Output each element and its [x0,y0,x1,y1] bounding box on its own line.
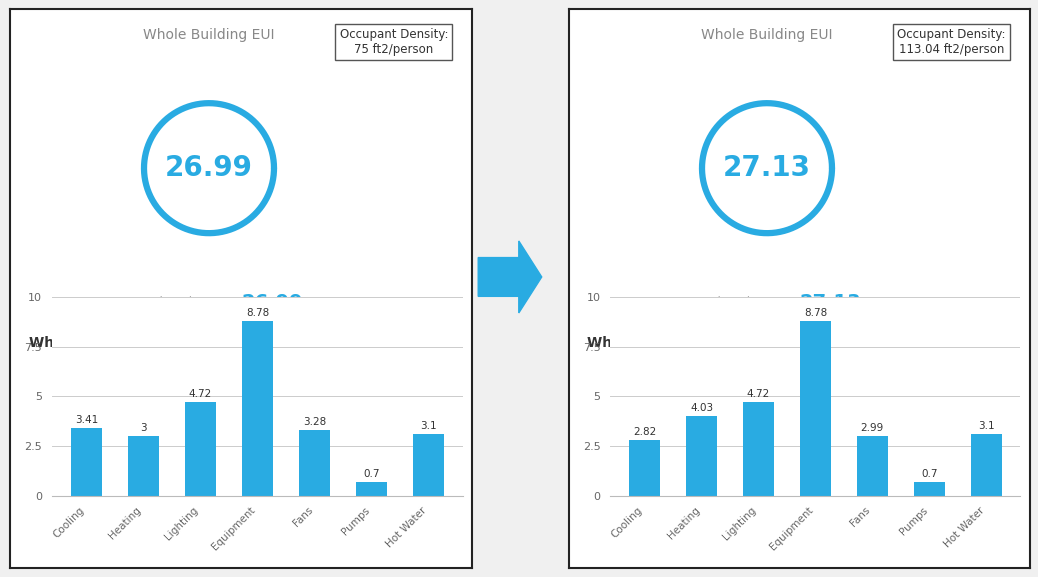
Text: 4.72: 4.72 [746,389,770,399]
Text: 0.7: 0.7 [363,469,380,479]
Text: 4.03: 4.03 [690,403,713,413]
Text: Whole Building EUI: Whole Building EUI [702,28,832,42]
Text: Education: Education [707,296,766,309]
Text: 8.78: 8.78 [803,308,827,318]
Text: Occupant Density:
113.04 ft2/person: Occupant Density: 113.04 ft2/person [897,28,1006,56]
Bar [185,402,216,496]
Bar [128,436,159,496]
Bar [686,415,717,496]
Text: 3: 3 [140,423,146,433]
Bar [856,436,887,496]
Text: 26.99: 26.99 [165,154,253,182]
Text: Whole Building EUI Breakdown: Whole Building EUI Breakdown [588,336,828,350]
Bar [413,434,444,496]
Bar [743,402,774,496]
Text: Whole Building EUI Breakdown: Whole Building EUI Breakdown [29,336,270,350]
Text: 2.99: 2.99 [861,423,884,433]
Text: 3.28: 3.28 [303,417,326,428]
Text: 3.41: 3.41 [75,415,98,425]
Bar [356,482,387,496]
Text: 4.72: 4.72 [189,389,212,399]
Text: 8.78: 8.78 [246,308,269,318]
Bar [971,434,1002,496]
Text: 3.1: 3.1 [420,421,437,431]
FancyArrow shape [479,241,542,313]
Text: 27.13: 27.13 [799,293,861,312]
Text: 26.99: 26.99 [241,293,303,312]
Bar [299,430,330,496]
Bar [913,482,945,496]
Text: Whole Building EUI: Whole Building EUI [143,28,275,42]
Text: 27.13: 27.13 [723,154,811,182]
Bar [629,440,660,496]
Text: 3.1: 3.1 [978,421,994,431]
Text: kBtu/ft²/yr: kBtu/ft²/yr [320,298,370,308]
Bar [242,321,273,496]
Text: 2.82: 2.82 [633,426,656,437]
Text: 0.7: 0.7 [921,469,937,479]
Text: Occupant Density:
75 ft2/person: Occupant Density: 75 ft2/person [339,28,448,56]
Text: kBtu/ft²/yr: kBtu/ft²/yr [877,298,927,308]
Text: Education: Education [149,296,208,309]
Bar [799,321,831,496]
Bar [71,428,102,496]
